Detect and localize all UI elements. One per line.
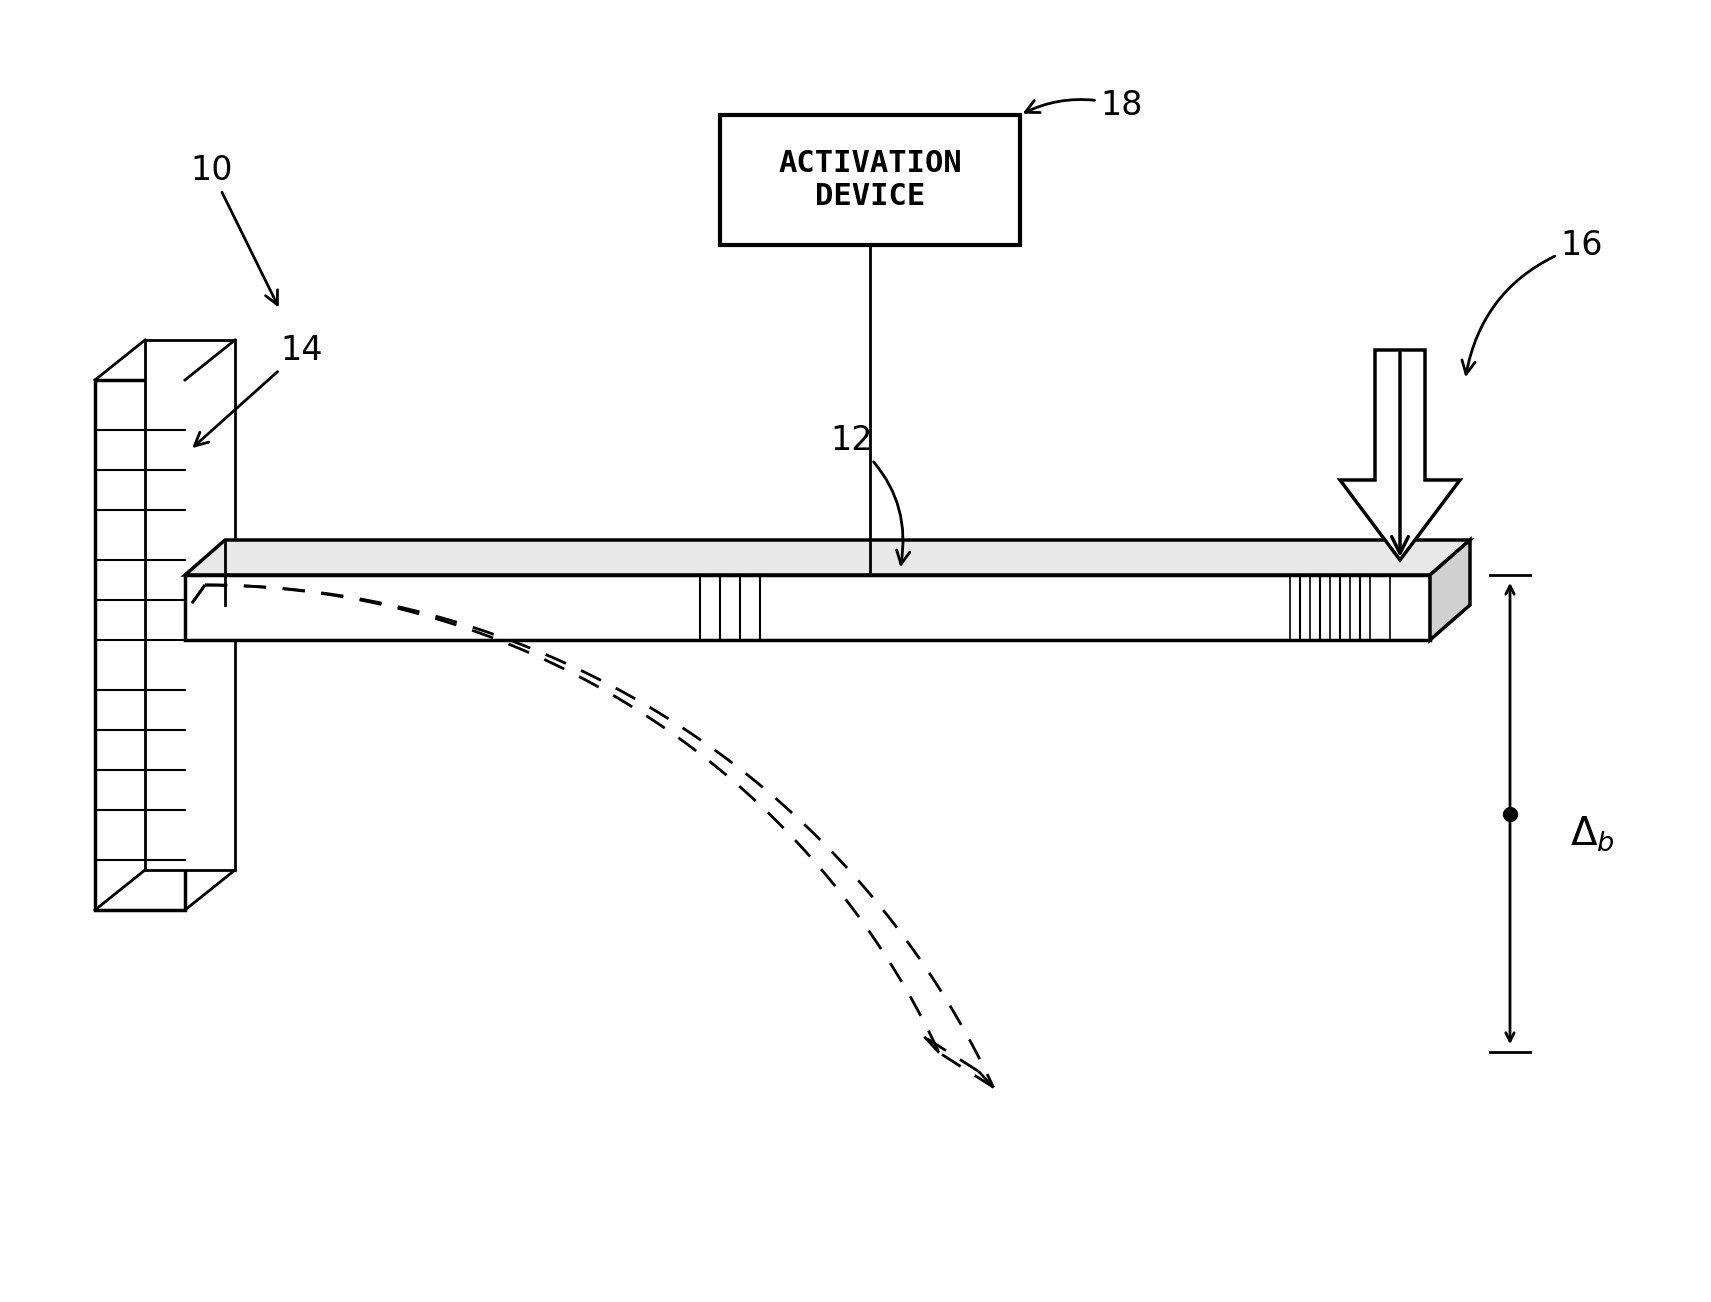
Text: 14: 14 <box>195 335 322 447</box>
Polygon shape <box>1430 540 1470 641</box>
Text: 16: 16 <box>1461 229 1603 374</box>
Polygon shape <box>185 540 1470 575</box>
Text: 10: 10 <box>190 154 277 305</box>
Text: ACTIVATION
DEVICE: ACTIVATION DEVICE <box>779 148 962 211</box>
Polygon shape <box>1340 350 1459 560</box>
Text: $\Delta_b$: $\Delta_b$ <box>1571 814 1615 853</box>
Polygon shape <box>145 340 234 870</box>
Text: 18: 18 <box>1025 89 1143 122</box>
Polygon shape <box>96 380 185 910</box>
Text: 12: 12 <box>830 424 910 564</box>
Polygon shape <box>185 575 1430 641</box>
Bar <box>720 115 1020 245</box>
